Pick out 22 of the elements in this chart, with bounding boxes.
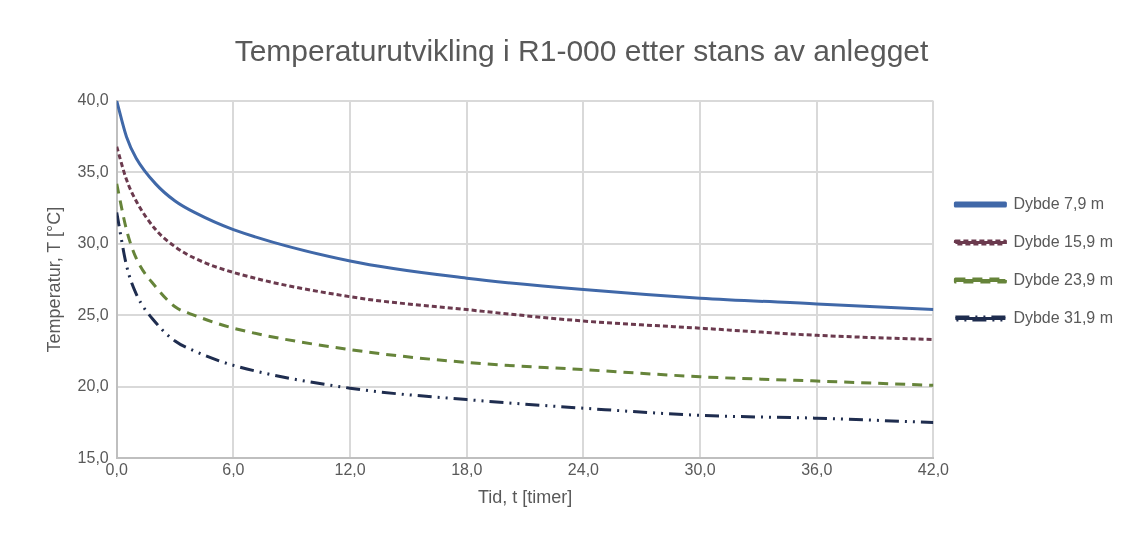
y-tick-label: 30,0 xyxy=(77,234,109,252)
x-tick-label: 36,0 xyxy=(801,461,833,479)
x-tick-label: 42,0 xyxy=(917,461,950,479)
y-axis-title: Temperatur, T [°C] xyxy=(43,206,64,353)
chart-title: Temperaturutvikling i R1-000 etter stans av anlegget xyxy=(234,34,930,68)
x-tick-label: 24,0 xyxy=(567,461,600,479)
y-tick-label: 20,0 xyxy=(77,377,109,395)
line-series xyxy=(116,145,934,342)
y-tick-label: 25,0 xyxy=(77,305,109,323)
legend-label: Dybde 15,9 m xyxy=(1013,232,1113,250)
legend-label: Dybde 7,9 m xyxy=(1013,194,1105,212)
x-tick-label: 12,0 xyxy=(334,461,366,479)
x-tick-label: 30,0 xyxy=(684,461,716,479)
x-axis-title: Tid, t [timer] xyxy=(477,487,573,508)
x-tick-label: 18,0 xyxy=(451,461,483,479)
line-series xyxy=(116,210,934,424)
line-series xyxy=(116,182,934,387)
x-tick-label: 6,0 xyxy=(222,461,245,479)
legend-label: Dybde 31,9 m xyxy=(1013,308,1113,326)
y-tick-label: 40,0 xyxy=(77,91,109,109)
legend-label: Dybde 23,9 m xyxy=(1013,270,1113,288)
y-tick-label: 35,0 xyxy=(77,162,109,180)
